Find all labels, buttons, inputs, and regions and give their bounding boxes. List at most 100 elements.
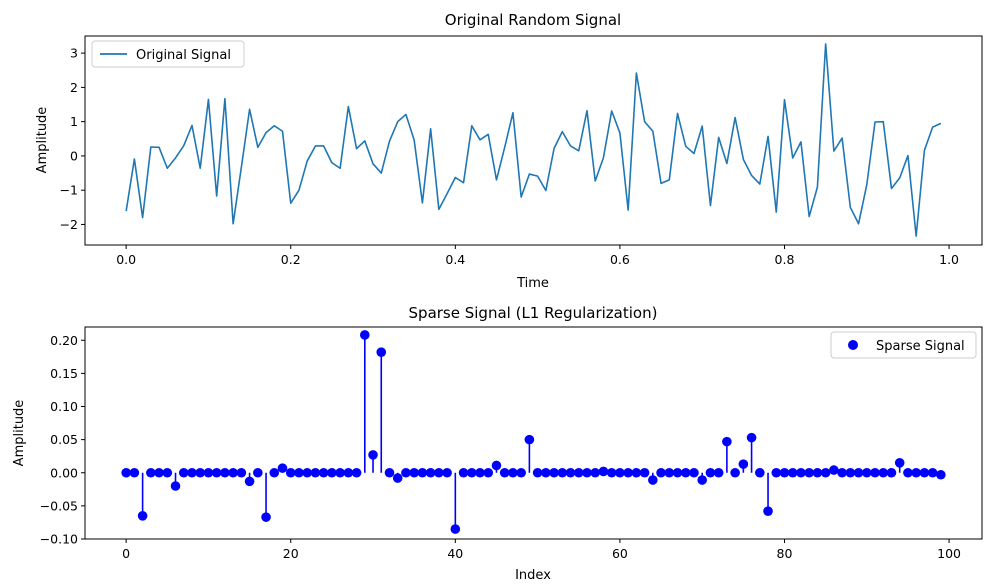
stem-point — [648, 472, 658, 485]
x-tick-label: 100 — [937, 546, 961, 561]
stem-marker — [351, 467, 362, 478]
stem-marker — [417, 467, 428, 478]
stem-marker — [738, 459, 749, 469]
y-tick-label: 0.00 — [50, 465, 78, 480]
stem-point — [787, 467, 798, 478]
stem-point — [261, 472, 271, 522]
stem-point — [870, 467, 880, 478]
stem-point — [401, 467, 411, 478]
stem-marker — [837, 467, 847, 478]
stem-marker — [450, 524, 461, 534]
stem-marker — [845, 467, 856, 478]
stem-point — [483, 467, 494, 478]
stem-marker — [318, 467, 329, 478]
y-tick: −2 — [60, 217, 85, 232]
stem-marker — [244, 476, 255, 487]
stem-point — [318, 467, 329, 478]
stem-point — [886, 467, 897, 478]
stem-marker — [425, 467, 436, 478]
stem-marker — [466, 467, 477, 478]
stem-marker — [178, 467, 189, 478]
stem-point — [154, 467, 164, 478]
stem-point — [656, 467, 666, 478]
stem-marker — [812, 467, 823, 478]
stem-point — [253, 467, 263, 478]
stem-point — [170, 472, 181, 491]
stem-marker — [285, 467, 296, 478]
stem-marker — [787, 467, 798, 478]
original-signal-chart: Original Random Signal 0.0 0.2 0.4 0.6 0.8 1.… — [35, 11, 983, 291]
y-ticks: −0.10 −0.05 0.00 0.05 0.10 0.15 0.20 — [40, 333, 85, 547]
stem-point — [425, 467, 436, 478]
stem-marker — [631, 467, 642, 478]
x-tick: 0 — [122, 539, 130, 561]
stem-point — [689, 467, 699, 478]
x-axis-label: Index — [515, 568, 551, 583]
x-tick: 60 — [612, 539, 628, 561]
legend-box — [91, 40, 245, 68]
stem-marker — [401, 467, 411, 478]
stem-point — [771, 467, 782, 478]
stem-marker — [573, 467, 584, 478]
stem-point — [573, 467, 584, 478]
x-ticks: 0.0 0.2 0.4 0.6 0.8 1.0 — [116, 245, 959, 267]
stem-point — [820, 467, 831, 478]
y-tick: 0.15 — [50, 366, 85, 381]
y-tick: 0.00 — [50, 465, 85, 480]
y-ticks: −2 −1 0 1 2 3 — [60, 46, 85, 232]
stem-marker — [499, 467, 510, 478]
stem-point — [746, 432, 757, 473]
stem-marker — [261, 512, 271, 522]
stem-point — [162, 467, 173, 478]
stem-marker — [294, 467, 304, 478]
y-tick: 0.05 — [50, 432, 85, 447]
stem-marker — [936, 469, 946, 480]
stem-point — [541, 467, 551, 478]
stem-point — [187, 467, 197, 478]
stem-point — [392, 472, 403, 483]
stem-point — [878, 467, 889, 478]
stem-marker — [343, 467, 354, 478]
y-tick-label: 0.05 — [50, 432, 78, 447]
y-tick: 3 — [70, 46, 85, 61]
stem-marker — [615, 467, 625, 478]
stem-marker — [220, 467, 230, 478]
y-tick-label: −2 — [60, 217, 78, 232]
stem-point — [220, 467, 230, 478]
stem-point — [927, 467, 938, 478]
y-tick-label: 0 — [70, 148, 78, 163]
stem-point — [458, 467, 469, 478]
stem-point — [598, 466, 609, 477]
stem-marker — [853, 467, 864, 478]
stem-point — [368, 450, 378, 473]
stem-point — [285, 467, 296, 478]
stem-marker — [697, 475, 708, 485]
stem-marker — [598, 466, 609, 477]
y-tick: 0.10 — [50, 399, 85, 414]
stem-marker — [894, 458, 905, 468]
x-tick: 0.6 — [610, 245, 630, 267]
stem-point — [310, 467, 321, 478]
stem-marker — [228, 467, 238, 478]
x-tick: 80 — [777, 539, 792, 561]
stem-marker — [557, 467, 568, 478]
stem-point — [722, 436, 732, 473]
stem-point — [861, 467, 872, 478]
stem-marker — [524, 434, 535, 445]
stem-point — [680, 467, 691, 478]
stem-point — [327, 467, 337, 478]
stem-point — [697, 472, 708, 485]
stem-point — [894, 458, 905, 473]
stem-marker — [359, 330, 370, 340]
stem-point — [269, 467, 280, 478]
stem-point — [557, 467, 568, 478]
stem-marker — [302, 467, 312, 478]
stem-marker — [919, 467, 930, 478]
stem-point — [672, 467, 683, 478]
stem-marker — [541, 467, 551, 478]
stem-marker — [137, 511, 148, 521]
series-line — [125, 43, 942, 237]
legend: Original Signal — [91, 40, 245, 68]
stem-marker — [335, 467, 345, 478]
stem-marker — [475, 467, 485, 478]
